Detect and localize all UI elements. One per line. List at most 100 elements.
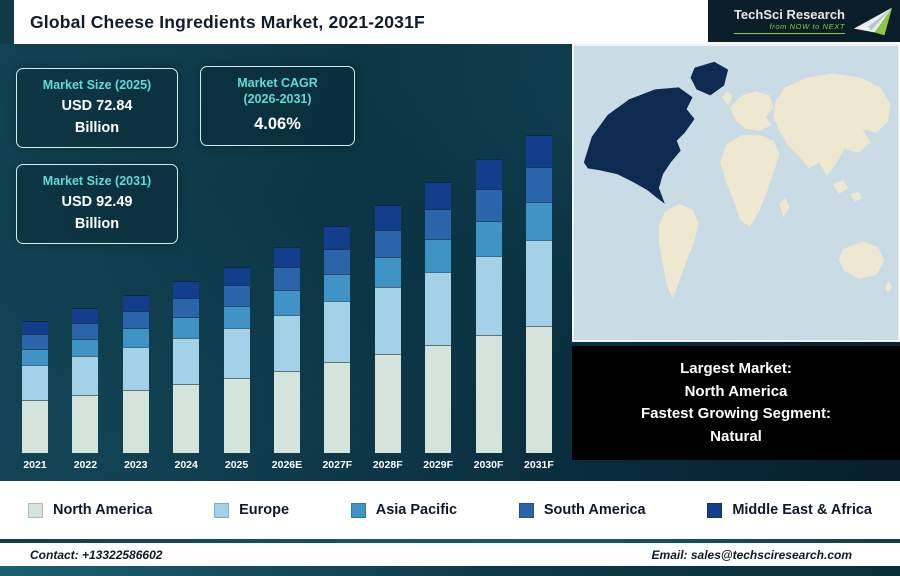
stat-market-size-2031: Market Size (2031) USD 92.49 Billion: [16, 164, 178, 245]
bar-segment-north-america: [223, 378, 250, 453]
bar-segment-south-america: [122, 310, 149, 329]
africa-region: [720, 134, 780, 228]
stat-unit: Billion: [74, 215, 120, 232]
legend-swatch: [518, 502, 534, 518]
bar-segment-middle-east-africa: [425, 182, 452, 210]
bar-segment-middle-east-africa: [324, 226, 351, 249]
bar-segment-middle-east-africa: [122, 295, 149, 311]
southeast-asia-islands: [832, 180, 849, 194]
legend-label: Middle East & Africa: [732, 502, 872, 518]
stat-value: USD 72.84: [61, 97, 133, 114]
bar-segment-europe: [324, 301, 351, 363]
stacked-bar-2028F: [374, 204, 401, 453]
stacked-bar-2027F: [324, 226, 351, 453]
bar-segment-north-america: [425, 344, 452, 453]
stat-market-size-2025: Market Size (2025) USD 72.84 Billion: [16, 68, 178, 149]
x-axis-label: 2023: [124, 459, 148, 471]
bar-segment-asia-pacific: [273, 290, 300, 315]
x-axis-label: 2025: [224, 459, 249, 471]
world-map-panel: [572, 44, 900, 342]
bar-segment-asia-pacific: [72, 338, 99, 357]
paper-plane-icon: [853, 7, 893, 36]
bar-segment-north-america: [173, 384, 200, 453]
stacked-bar-2026E: [273, 246, 300, 453]
bar-column-2030F: 2030F: [466, 159, 512, 473]
stat-label-years: (2026-2031): [243, 91, 312, 106]
bar-segment-europe: [425, 271, 452, 345]
bar-column-2026E: 2026E: [264, 246, 310, 473]
bar-segment-europe: [72, 356, 99, 396]
bar-segment-north-america: [72, 395, 99, 453]
bar-segment-south-america: [374, 229, 401, 257]
bar-column-2022: 2022: [62, 308, 108, 473]
bar-segment-middle-east-africa: [22, 321, 48, 335]
europe-region: [730, 91, 774, 131]
stat-label: Market Size (2031): [42, 174, 152, 188]
bar-segment-north-america: [475, 335, 502, 453]
x-axis-label: 2021: [23, 459, 47, 471]
x-axis-label: 2030F: [473, 459, 504, 471]
legend-item-north-america: North America: [28, 502, 152, 518]
greenland-region: [690, 61, 729, 96]
legend-label: North America: [53, 502, 153, 518]
bar-segment-middle-east-africa: [173, 280, 200, 299]
footer-bottom-bar: [0, 566, 900, 576]
bar-segment-north-america: [374, 353, 401, 453]
stat-label: Market CAGR: [237, 76, 318, 90]
bar-segment-asia-pacific: [22, 348, 48, 365]
bar-segment-south-america: [475, 188, 502, 221]
united-kingdom-region: [722, 91, 734, 106]
stat-unit: Billion: [74, 119, 120, 136]
x-axis-label: 2031F: [524, 459, 554, 471]
contact-info: Contact: +13322586602: [30, 547, 163, 562]
x-axis-label: 2022: [73, 459, 98, 471]
bar-column-2027F: 2027F: [314, 226, 360, 473]
logo-tagline: from NOW to NEXT: [769, 22, 845, 32]
bar-segment-south-america: [525, 166, 552, 202]
north-america-region: [583, 87, 695, 204]
world-map: [574, 46, 898, 340]
bar-segment-south-america: [22, 334, 48, 349]
x-axis-label: 2026E: [271, 459, 303, 471]
email-info: Email: sales@techsciresearch.com: [651, 547, 852, 562]
bar-segment-asia-pacific: [475, 220, 502, 257]
legend-swatch: [214, 502, 230, 518]
bar-column-2024: 2024: [163, 280, 209, 473]
stat-label: Market Size (2025): [42, 78, 152, 92]
bar-segment-asia-pacific: [223, 305, 250, 329]
bar-segment-asia-pacific: [122, 328, 149, 348]
bar-segment-south-america: [72, 322, 99, 339]
australia-region: [838, 241, 885, 279]
south-america-region: [658, 203, 699, 299]
legend-swatch: [707, 502, 723, 518]
stacked-bar-2031F: [525, 135, 552, 453]
bar-segment-middle-east-africa: [475, 159, 502, 189]
bar-segment-europe: [525, 239, 552, 326]
bar-segment-asia-pacific: [425, 239, 452, 272]
bar-segment-south-america: [324, 248, 351, 274]
bar-segment-europe: [173, 337, 200, 385]
logo-text: TechSci Research from NOW to NEXT: [733, 7, 845, 34]
stacked-bar-2021: [22, 321, 48, 453]
asia-region: [773, 73, 891, 177]
x-axis-label: 2027F: [322, 459, 353, 471]
header-accent-bar: [0, 0, 14, 44]
bar-segment-south-america: [173, 298, 200, 318]
stacked-bar-2029F: [425, 182, 452, 453]
bar-segment-asia-pacific: [173, 317, 200, 338]
footer: Contact: +13322586602 Email: sales@techs…: [0, 543, 900, 566]
chart-legend: North America Europe Asia Pacific South …: [0, 481, 900, 539]
madagascar-region: [779, 197, 790, 218]
market-note-panel: Largest Market: North America Fastest Gr…: [572, 346, 900, 460]
indonesia-region: [850, 192, 863, 202]
page-title: Global Cheese Ingredients Market, 2021-2…: [30, 11, 425, 32]
bar-segment-europe: [273, 314, 300, 371]
bar-segment-middle-east-africa: [72, 308, 99, 323]
bar-segment-asia-pacific: [374, 256, 401, 287]
bar-segment-asia-pacific: [324, 273, 351, 302]
bar-segment-middle-east-africa: [374, 204, 401, 230]
bar-segment-north-america: [22, 400, 48, 453]
bar-segment-north-america: [122, 389, 149, 453]
stacked-bar-2022: [72, 308, 99, 453]
bar-segment-europe: [22, 364, 48, 401]
